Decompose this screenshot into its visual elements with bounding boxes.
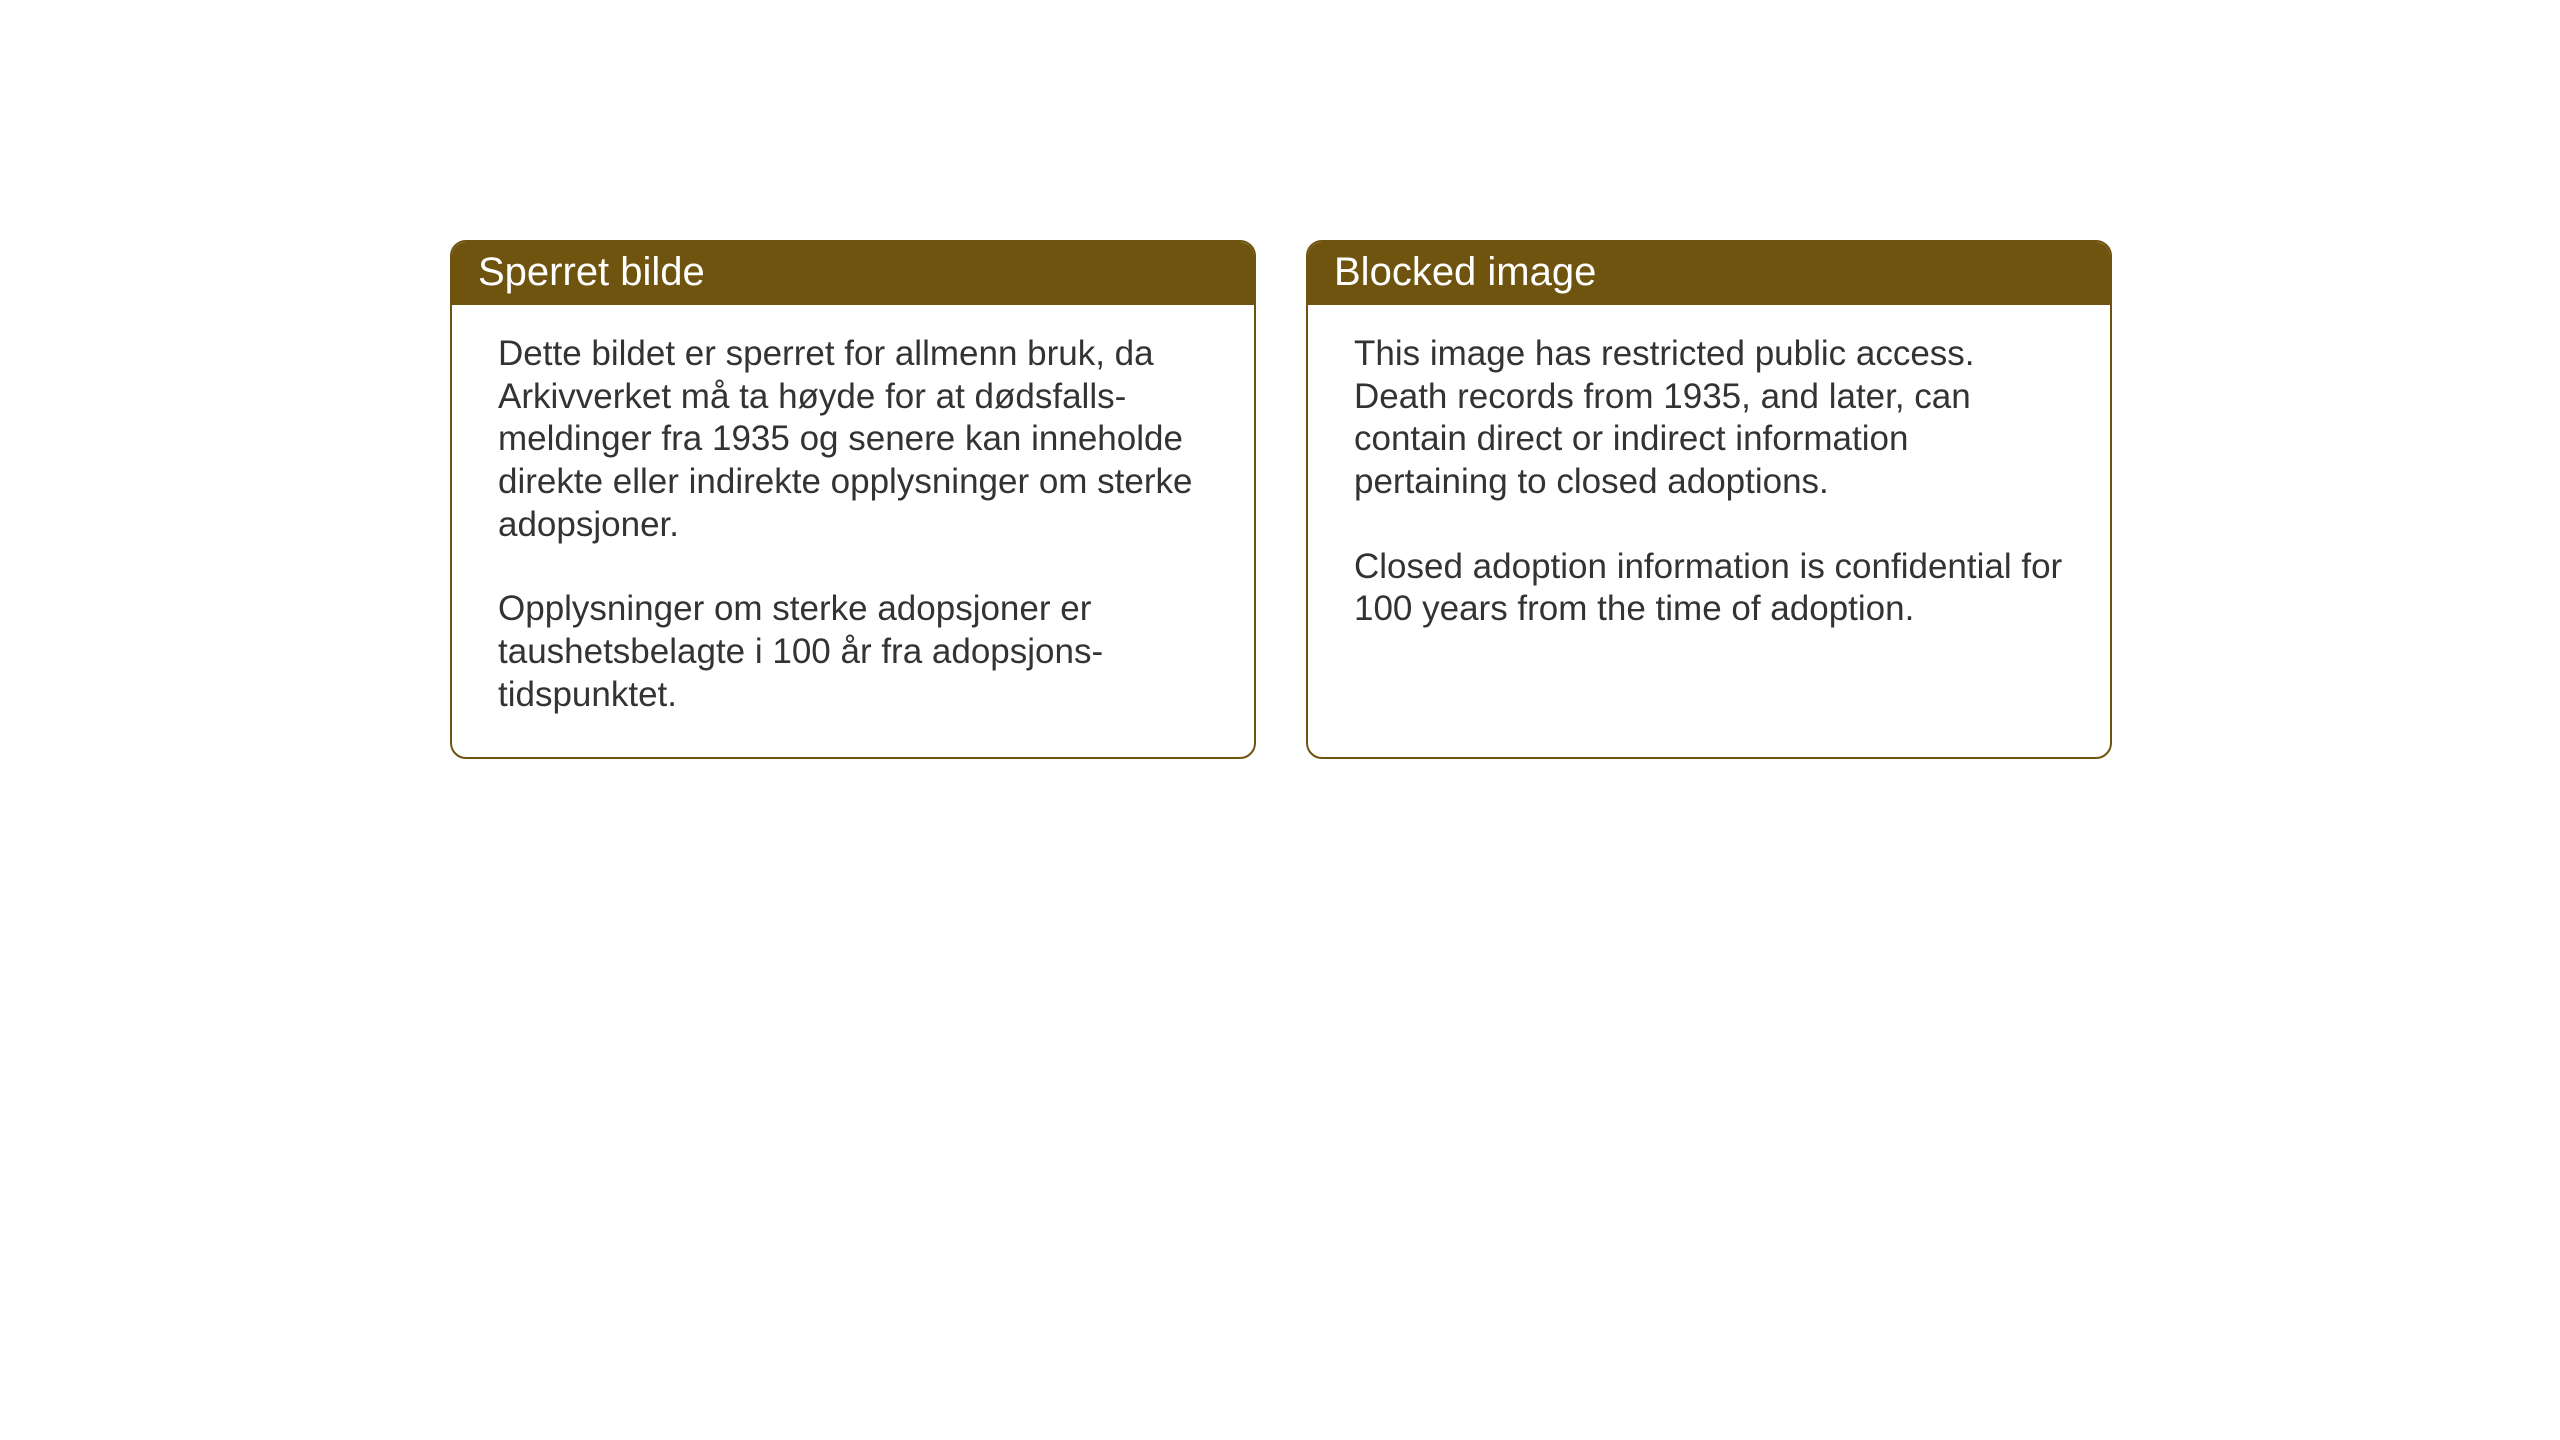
cards-container: Sperret bilde Dette bildet er sperret fo… bbox=[450, 240, 2112, 759]
card-para2-english: Closed adoption information is confident… bbox=[1354, 546, 2068, 631]
card-body-norwegian: Dette bildet er sperret for allmenn bruk… bbox=[452, 305, 1254, 757]
card-norwegian: Sperret bilde Dette bildet er sperret fo… bbox=[450, 240, 1256, 759]
card-header-norwegian: Sperret bilde bbox=[452, 242, 1254, 305]
card-header-english: Blocked image bbox=[1308, 242, 2110, 305]
card-body-english: This image has restricted public access.… bbox=[1308, 305, 2110, 671]
card-para1-norwegian: Dette bildet er sperret for allmenn bruk… bbox=[498, 333, 1212, 546]
card-para1-english: This image has restricted public access.… bbox=[1354, 333, 2068, 504]
card-para2-norwegian: Opplysninger om sterke adopsjoner er tau… bbox=[498, 588, 1212, 716]
card-english: Blocked image This image has restricted … bbox=[1306, 240, 2112, 759]
